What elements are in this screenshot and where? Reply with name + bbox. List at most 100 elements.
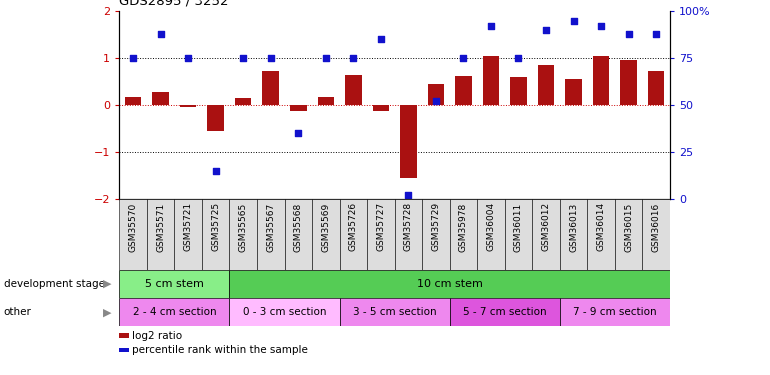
Bar bbox=[147, 199, 174, 270]
Bar bbox=[537, 65, 554, 105]
Bar bbox=[312, 199, 340, 270]
Bar bbox=[422, 199, 450, 270]
Text: GDS2895 / 3252: GDS2895 / 3252 bbox=[119, 0, 229, 8]
Bar bbox=[263, 71, 279, 105]
Bar bbox=[340, 298, 450, 326]
Point bbox=[595, 23, 608, 29]
Bar bbox=[505, 199, 532, 270]
Bar bbox=[450, 199, 477, 270]
Bar bbox=[317, 97, 334, 105]
Point bbox=[292, 130, 304, 136]
Point bbox=[347, 55, 360, 61]
Bar bbox=[229, 270, 670, 298]
Bar bbox=[207, 105, 224, 131]
Text: development stage: development stage bbox=[4, 279, 105, 289]
Bar bbox=[621, 60, 637, 105]
Text: GSM35568: GSM35568 bbox=[294, 202, 303, 252]
Bar bbox=[560, 199, 588, 270]
Point bbox=[457, 55, 470, 61]
Text: GSM35978: GSM35978 bbox=[459, 202, 468, 252]
Bar bbox=[367, 199, 394, 270]
Bar bbox=[455, 76, 472, 105]
Text: GSM36013: GSM36013 bbox=[569, 202, 578, 252]
Text: GSM36015: GSM36015 bbox=[624, 202, 633, 252]
Bar bbox=[450, 298, 560, 326]
Point bbox=[485, 23, 497, 29]
Text: 0 - 3 cm section: 0 - 3 cm section bbox=[243, 307, 326, 317]
Bar bbox=[532, 199, 560, 270]
Bar bbox=[285, 199, 312, 270]
Bar bbox=[125, 97, 142, 105]
Bar bbox=[290, 105, 306, 111]
Point bbox=[265, 55, 277, 61]
Text: GSM35721: GSM35721 bbox=[184, 202, 192, 251]
Bar bbox=[648, 71, 665, 105]
Text: GSM35727: GSM35727 bbox=[377, 202, 385, 251]
Text: GSM35728: GSM35728 bbox=[404, 202, 413, 251]
Text: 2 - 4 cm section: 2 - 4 cm section bbox=[132, 307, 216, 317]
Text: GSM35569: GSM35569 bbox=[321, 202, 330, 252]
Text: GSM35565: GSM35565 bbox=[239, 202, 248, 252]
Point bbox=[650, 31, 662, 37]
Point bbox=[320, 55, 332, 61]
Text: 10 cm stem: 10 cm stem bbox=[417, 279, 483, 289]
Bar bbox=[119, 199, 147, 270]
Bar bbox=[565, 79, 582, 105]
Text: GSM35567: GSM35567 bbox=[266, 202, 275, 252]
Bar bbox=[400, 105, 417, 178]
Point bbox=[375, 36, 387, 42]
Bar bbox=[257, 199, 284, 270]
Text: GSM35570: GSM35570 bbox=[129, 202, 138, 252]
Bar bbox=[202, 199, 229, 270]
Bar bbox=[394, 199, 422, 270]
Text: GSM36011: GSM36011 bbox=[514, 202, 523, 252]
Bar bbox=[373, 105, 389, 111]
Bar bbox=[614, 199, 642, 270]
Bar bbox=[560, 298, 670, 326]
Bar bbox=[229, 298, 340, 326]
Bar bbox=[427, 84, 444, 105]
Point bbox=[127, 55, 139, 61]
Bar bbox=[345, 75, 362, 105]
Text: 7 - 9 cm section: 7 - 9 cm section bbox=[573, 307, 657, 317]
Text: percentile rank within the sample: percentile rank within the sample bbox=[132, 345, 308, 355]
Text: GSM36016: GSM36016 bbox=[651, 202, 661, 252]
Point bbox=[430, 98, 442, 104]
Text: 3 - 5 cm section: 3 - 5 cm section bbox=[353, 307, 437, 317]
Text: GSM35726: GSM35726 bbox=[349, 202, 358, 251]
Text: GSM35725: GSM35725 bbox=[211, 202, 220, 251]
Text: 5 cm stem: 5 cm stem bbox=[145, 279, 204, 289]
Bar bbox=[152, 92, 169, 105]
Point bbox=[622, 31, 634, 37]
Point bbox=[402, 192, 414, 198]
Text: GSM36004: GSM36004 bbox=[487, 202, 495, 251]
Text: 5 - 7 cm section: 5 - 7 cm section bbox=[463, 307, 547, 317]
Bar bbox=[340, 199, 367, 270]
Text: GSM35729: GSM35729 bbox=[431, 202, 440, 251]
Text: GSM36012: GSM36012 bbox=[541, 202, 551, 251]
Bar bbox=[477, 199, 505, 270]
Point bbox=[182, 55, 194, 61]
Bar bbox=[511, 77, 527, 105]
Text: GSM36014: GSM36014 bbox=[597, 202, 605, 251]
Text: ▶: ▶ bbox=[103, 279, 112, 289]
Bar bbox=[483, 56, 499, 105]
Point bbox=[512, 55, 524, 61]
Bar bbox=[593, 56, 609, 105]
Bar bbox=[119, 270, 229, 298]
Bar bbox=[229, 199, 257, 270]
Text: GSM35571: GSM35571 bbox=[156, 202, 165, 252]
Bar bbox=[180, 105, 196, 107]
Text: other: other bbox=[4, 307, 32, 317]
Bar bbox=[119, 298, 229, 326]
Point bbox=[237, 55, 249, 61]
Point bbox=[155, 31, 167, 37]
Bar bbox=[235, 98, 252, 105]
Bar bbox=[174, 199, 202, 270]
Bar bbox=[642, 199, 670, 270]
Bar bbox=[588, 199, 614, 270]
Point bbox=[540, 27, 552, 33]
Point bbox=[567, 18, 580, 24]
Text: log2 ratio: log2 ratio bbox=[132, 331, 182, 340]
Text: ▶: ▶ bbox=[103, 307, 112, 317]
